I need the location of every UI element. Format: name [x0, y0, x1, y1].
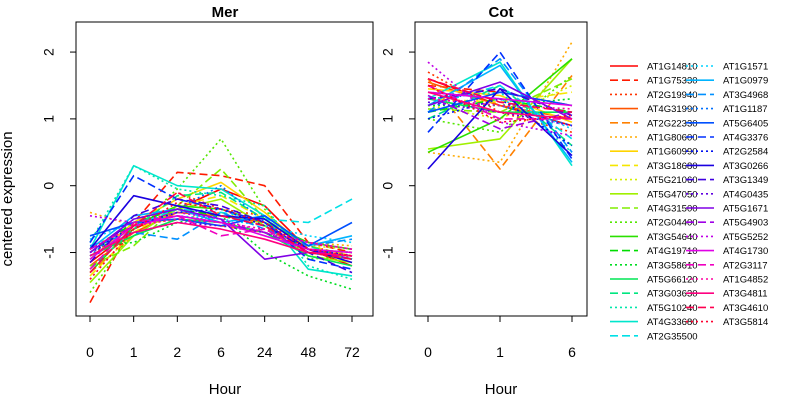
legend-label-at2g35500: AT2G35500 [647, 331, 698, 342]
legend-label-at1g60990: AT1G60990 [647, 147, 698, 158]
y-axis-label: centered expression [0, 131, 16, 266]
cot-line-at2g3117 [427, 84, 572, 120]
legend-label-at3g18680: AT3G18680 [647, 161, 698, 172]
cot-line-at4g0435 [427, 101, 573, 127]
cot-line-at5g4903 [427, 94, 573, 130]
legend-label-at2g04400: AT2G04400 [647, 218, 698, 229]
cot-y-tick-label: 1 [380, 115, 396, 123]
legend-label-at3g5814: AT3G5814 [723, 317, 768, 328]
cot-line-at3g4811 [427, 91, 573, 120]
cot-series-lines [427, 41, 573, 170]
legend-label-at4g31990: AT4G31990 [647, 104, 698, 115]
cot-y-tick-label: -1 [380, 246, 396, 259]
cot-x-tick-label: 1 [496, 344, 504, 360]
legend-label-at3g1349: AT3G1349 [723, 175, 768, 186]
cot-x-tick-label: 6 [568, 344, 576, 360]
legend-label-at4g31500: AT4G31500 [647, 204, 698, 215]
legend-label-at5g6405: AT5G6405 [723, 118, 768, 129]
cot-x-axis-label: Hour [485, 381, 518, 398]
legend-label-at5g5252: AT5G5252 [723, 232, 768, 243]
mer-line-at3g4610 [89, 191, 353, 274]
legend-label-at3g54640: AT3G54640 [647, 232, 698, 243]
mer-x-axis-label: Hour [209, 381, 242, 398]
legend-label-at4g3376: AT4G3376 [723, 133, 768, 144]
mer-line-at5g10240 [89, 164, 353, 281]
mer-line-at3g5814 [89, 201, 353, 280]
legend-label-at1g14810: AT1G14810 [647, 62, 698, 73]
mer-x-tick-label: 48 [301, 344, 317, 360]
cot-line-at3g5814 [427, 84, 573, 123]
cot-line-at5g5252 [427, 61, 573, 137]
cot-line-at4g1730 [427, 91, 573, 107]
mer-plot-frame [75, 21, 374, 317]
mer-y-tick-label: 2 [41, 48, 57, 56]
mer-line-at4g33680 [89, 164, 353, 277]
legend-label-at5g21060: AT5G21060 [647, 175, 698, 186]
legend-label-at1g1571: AT1G1571 [723, 62, 768, 73]
mer-series-lines [89, 138, 353, 303]
mer-x-tick-label: 0 [86, 344, 94, 360]
cot-line-at1g0979 [427, 64, 573, 163]
legend-label-at3g58610: AT3G58610 [647, 260, 698, 271]
cot-line-at5g47050 [427, 58, 573, 150]
cot-line-at1g4852 [427, 98, 573, 110]
mer-y-tick-label: 0 [41, 182, 57, 190]
legend-label-at4g33680: AT4G33680 [647, 317, 698, 328]
legend: AT1G14810 AT1G75330 AT2G19940 AT4G31990 AT2G… [610, 62, 768, 342]
cot-line-at5g21060 [427, 84, 573, 120]
panel-mer: Mer 0 1 2 6 24 48 72 -1 0 1 2 Hour centered expre… [0, 4, 374, 398]
legend-label-at5g66120: AT5G66120 [647, 275, 698, 286]
legend-label-at3g4610: AT3G4610 [723, 303, 768, 314]
legend-label-at3g03630: AT3G03630 [647, 289, 698, 300]
mer-x-tick-label: 24 [257, 344, 273, 360]
cot-line-at5g6405 [427, 91, 573, 113]
cot-line-at1g80600 [427, 41, 573, 164]
legend-label-at2g19940: AT2G19940 [647, 90, 698, 101]
legend-label-at5g1671: AT5G1671 [723, 204, 768, 215]
cot-line-at1g60990 [427, 88, 573, 123]
mer-y-tick-label: -1 [41, 246, 57, 259]
mer-x-tick-label: 72 [344, 344, 360, 360]
legend-label-at4g0435: AT4G0435 [723, 189, 768, 200]
mer-x-tick-label: 6 [217, 344, 225, 360]
mer-title: Mer [212, 4, 239, 21]
cot-title: Cot [489, 4, 514, 21]
cot-y-ticks: -1 0 1 2 [380, 48, 415, 259]
cot-line-at4g3376 [427, 51, 573, 160]
legend-label-at3g4811: AT3G4811 [723, 289, 768, 300]
legend-label-at2g2584: AT2G2584 [723, 147, 768, 158]
legend-label-at1g75330: AT1G75330 [647, 76, 698, 87]
legend-label-at1g0979: AT1G0979 [723, 76, 768, 87]
cot-x-ticks: 0 1 6 [424, 316, 576, 360]
cot-y-tick-label: 2 [380, 48, 396, 56]
legend-label-at4g1730: AT4G1730 [723, 246, 768, 257]
legend-label-at2g3117: AT2G3117 [723, 260, 768, 271]
mer-line-at3g03630 [89, 191, 353, 270]
cot-x-tick-label: 0 [424, 344, 432, 360]
mer-y-ticks: -1 0 1 2 [41, 48, 76, 259]
legend-label-at5g10240: AT5G10240 [647, 303, 698, 314]
legend-label-at5g47050: AT5G47050 [647, 189, 698, 200]
legend-label-at1g80600: AT1G80600 [647, 133, 698, 144]
mer-x-tick-label: 1 [130, 344, 138, 360]
cot-plot-frame [414, 21, 588, 317]
cot-line-at3g4610 [427, 78, 573, 113]
mer-line-at4g0435 [89, 221, 353, 254]
panel-cot: Cot 0 1 6 -1 0 1 2 Hour [380, 4, 588, 398]
legend-label-at3g4968: AT3G4968 [723, 90, 768, 101]
legend-label-at2g22330: AT2G22330 [647, 118, 698, 129]
legend-label-at1g4852: AT1G4852 [723, 275, 768, 286]
mer-line-at2g3117 [89, 215, 353, 270]
cot-y-tick-label: 0 [380, 182, 396, 190]
mer-x-ticks: 0 1 2 6 24 48 72 [86, 316, 360, 360]
legend-label-at3g0266: AT3G0266 [723, 161, 768, 172]
legend-label-at1g1187: AT1G1187 [723, 104, 768, 115]
legend-label-at5g4903: AT5G4903 [723, 218, 768, 229]
mer-y-tick-label: 1 [41, 115, 57, 123]
mer-x-tick-label: 2 [173, 344, 181, 360]
legend-label-at4g19710: AT4G19710 [647, 246, 698, 257]
